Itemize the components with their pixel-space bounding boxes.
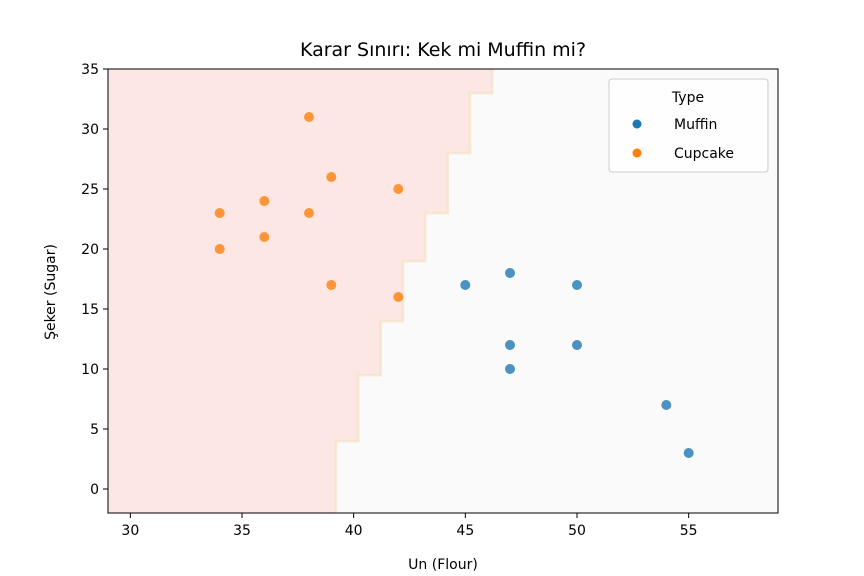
muffin-point [683,448,694,458]
cupcake-region [108,69,493,513]
cupcake-point [326,280,337,290]
cupcake-point [393,184,404,194]
legend-title: Type [671,90,704,106]
y-axis-label: Şeker (Sugar) [43,244,59,340]
x-tick-label: 45 [456,523,474,539]
y-tick-label: 20 [81,242,99,258]
legend-frame [608,78,769,173]
y-tick-label: 10 [81,362,99,378]
cupcake-point [214,244,225,254]
x-tick-label: 35 [233,523,251,539]
muffin-point [572,340,582,350]
cupcake-point [304,208,314,218]
muffin-point [505,364,515,374]
y-tick-label: 15 [81,302,99,318]
cupcake-point [304,112,314,122]
chart-title: Karar Sınırı: Kek mi Muffin mi? [300,39,586,61]
y-tick-label: 35 [81,62,99,78]
y-tick-label: 30 [81,122,99,138]
legend-items: Muffin Cupcake [632,117,734,162]
x-tick-label: 50 [568,523,586,539]
y-tick-label: 5 [90,422,99,438]
muffin-point [661,400,672,410]
muffin-point [505,268,515,278]
cupcake-point [214,208,225,218]
cupcake-point [259,196,270,206]
legend-label-muffin: Muffin [674,117,717,133]
x-tick-label: 40 [345,523,363,539]
legend: Type Muffin Cupcake [608,78,769,173]
y-tick-label: 0 [90,482,99,498]
muffin-point [505,340,515,350]
cupcake-point [326,172,337,182]
x-tick-label: 30 [121,523,139,539]
legend-label-cupcake: Cupcake [674,146,734,162]
legend-marker-muffin [632,119,642,129]
muffin-point [460,280,471,290]
muffin-point [572,280,582,290]
y-tick-label: 25 [81,182,99,198]
x-axis-label: Un (Flour) [408,557,478,573]
legend-marker-cupcake [632,148,642,158]
x-tick-label: 55 [680,523,698,539]
axes-frame [107,68,779,514]
cupcake-point [393,292,404,302]
cupcake-point [259,232,270,242]
decision-boundary [334,69,494,513]
